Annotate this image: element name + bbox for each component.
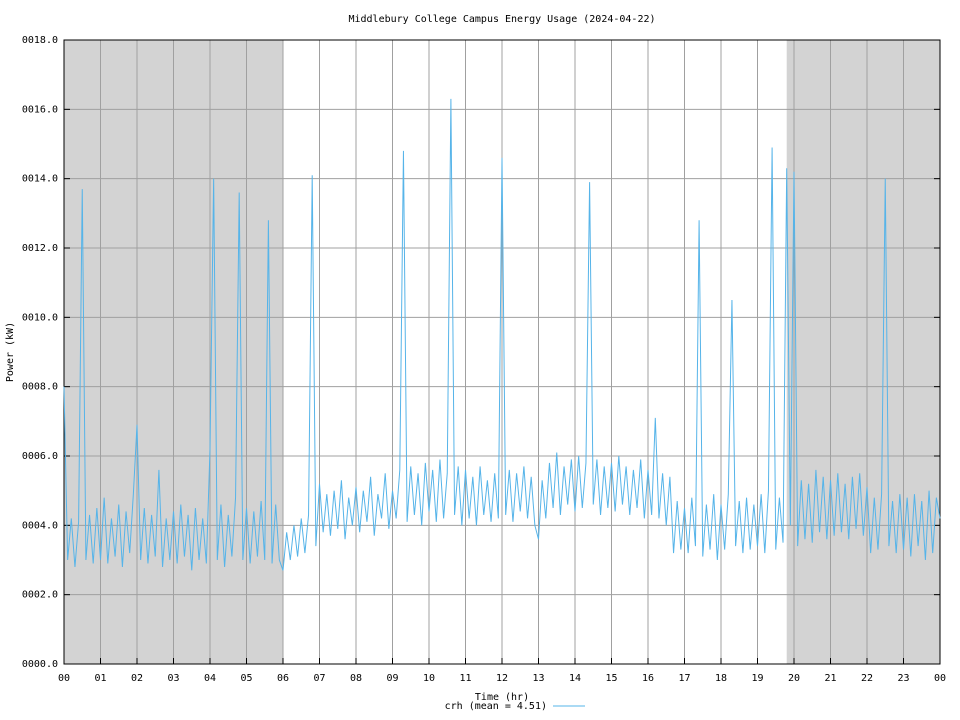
y-axis-label: Power (kW) — [5, 322, 16, 382]
x-tick-label: 07 — [313, 673, 325, 684]
x-tick-label: 17 — [678, 673, 690, 684]
x-tick-label: 21 — [824, 673, 836, 684]
x-tick-label: 23 — [897, 673, 909, 684]
x-tick-label: 15 — [605, 673, 617, 684]
x-tick-label: 13 — [532, 673, 544, 684]
x-tick-label: 12 — [496, 673, 508, 684]
x-tick-label: 04 — [204, 673, 216, 684]
y-tick-label: 0006.0 — [22, 451, 58, 462]
x-tick-label: 01 — [94, 673, 106, 684]
x-tick-label: 06 — [277, 673, 289, 684]
y-tick-label: 0014.0 — [22, 174, 58, 185]
x-tick-label: 02 — [131, 673, 143, 684]
y-tick-label: 0010.0 — [22, 312, 58, 323]
y-tick-label: 0008.0 — [22, 382, 58, 393]
plot-border — [63, 39, 941, 665]
x-tick-label: 20 — [788, 673, 800, 684]
x-tick-label: 19 — [751, 673, 763, 684]
x-tick-label: 11 — [459, 673, 471, 684]
y-tick-label: 0002.0 — [22, 590, 58, 601]
x-tick-label: 14 — [569, 673, 581, 684]
y-tick-label: 0018.0 — [22, 35, 58, 46]
x-tick-label: 05 — [240, 673, 252, 684]
data-line — [63, 98, 941, 571]
x-tick-label: 00 — [934, 673, 946, 684]
x-tick-label: 22 — [861, 673, 873, 684]
x-tick-label: 09 — [386, 673, 398, 684]
x-tick-label: 08 — [350, 673, 362, 684]
x-tick-label: 18 — [715, 673, 727, 684]
y-tick-label: 0016.0 — [22, 104, 58, 115]
x-tick-label: 16 — [642, 673, 654, 684]
y-tick-label: 0000.0 — [22, 659, 58, 670]
x-tick-label: 00 — [58, 673, 70, 684]
x-tick-label: 10 — [423, 673, 435, 684]
y-tick-label: 0012.0 — [22, 243, 58, 254]
legend-label: crh (mean = 4.51) — [445, 701, 547, 712]
x-tick-label: 03 — [167, 673, 179, 684]
shaded-region — [786, 40, 940, 664]
x-axis-label: Time (hr) — [475, 692, 529, 703]
chart-title: Middlebury College Campus Energy Usage (… — [348, 14, 655, 25]
y-tick-label: 0004.0 — [22, 520, 58, 531]
